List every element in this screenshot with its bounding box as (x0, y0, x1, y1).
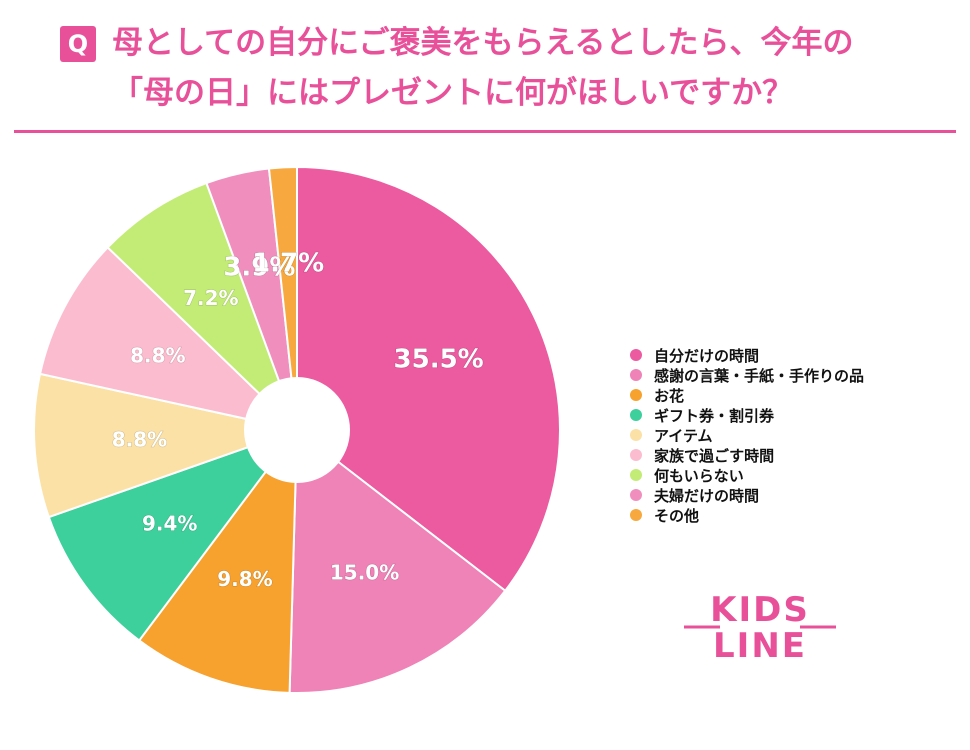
legend-swatch (630, 509, 642, 521)
pie-slice (47, 427, 300, 642)
pie-value-label: 15.0% (330, 561, 399, 585)
title-divider (14, 130, 956, 133)
legend-swatch (630, 489, 642, 501)
legend-label: アイテム (654, 426, 713, 445)
kidsline-logo: KIDS LINE (684, 590, 836, 666)
pie-value-label: 1.7% (252, 249, 324, 279)
pie-value-labels: 35.5% 15.0% 9.8% 9.4% 8.8% 8.8% 7.2% 3.9%1.7% (111, 248, 484, 591)
pie-slice (267, 165, 298, 431)
title-line-2: 「母の日」にはプレゼントに何がほしいですか？ (112, 75, 794, 111)
pie-slice (296, 165, 561, 593)
legend-swatch (630, 349, 642, 361)
pie-slices (33, 165, 561, 694)
pie-slice (33, 372, 301, 519)
legend-swatch (630, 369, 642, 381)
legend-item: 夫婦だけの時間 (630, 485, 864, 505)
pie-slice (288, 428, 507, 694)
title-line-1: 母としての自分にご褒美をもらえるとしたら、今年の (112, 25, 854, 61)
legend-swatch (630, 389, 642, 401)
pie-slice (38, 246, 301, 432)
pie-value-label: 3.9% (223, 253, 295, 283)
pie-value-label: 8.8% (130, 344, 185, 368)
legend-label: 家族で過ごす時間 (654, 446, 775, 465)
logo-line-2: LINE (713, 626, 807, 666)
legend-label: お花 (654, 386, 685, 405)
legend-label: その他 (654, 506, 700, 525)
legend-item: その他 (630, 505, 864, 525)
logo-line-1: KIDS (710, 590, 810, 630)
donut-hole (244, 377, 350, 483)
legend-swatch (630, 469, 642, 481)
pie-value-label: 9.4% (142, 511, 197, 535)
pie-value-label: 7.2% (183, 286, 238, 310)
chart-legend: 自分だけの時間 感謝の言葉・手紙・手作りの品 お花 ギフト券・割引券 アイテム 家族で過ご… (630, 345, 864, 525)
legend-label: 何もいらない (654, 466, 744, 485)
question-badge: Q (60, 26, 96, 62)
legend-label: 自分だけの時間 (654, 346, 760, 365)
legend-item: 家族で過ごす時間 (630, 445, 864, 465)
legend-item: お花 (630, 385, 864, 405)
pie-slice (137, 426, 299, 694)
legend-swatch (630, 409, 642, 421)
legend-label: ギフト券・割引券 (654, 406, 775, 425)
legend-item: アイテム (630, 425, 864, 445)
pie-value-label: 9.8% (217, 567, 272, 591)
legend-label: 夫婦だけの時間 (654, 486, 760, 505)
legend-swatch (630, 449, 642, 461)
legend-swatch (630, 429, 642, 441)
pie-value-label: 35.5% (394, 344, 484, 374)
legend-item: 何もいらない (630, 465, 864, 485)
pie-slice (106, 181, 298, 431)
page-title: 母としての自分にご褒美をもらえるとしたら、今年の 「母の日」にはプレゼントに何がほ… (112, 18, 942, 118)
legend-item: 自分だけの時間 (630, 345, 864, 365)
legend-item: ギフト券・割引券 (630, 405, 864, 425)
legend-item: 感謝の言葉・手紙・手作りの品 (630, 365, 864, 385)
legend-label: 感謝の言葉・手紙・手作りの品 (654, 366, 865, 385)
pie-value-label: 8.8% (112, 428, 167, 452)
